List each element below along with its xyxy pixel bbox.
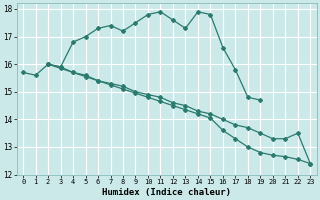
X-axis label: Humidex (Indice chaleur): Humidex (Indice chaleur) [102, 188, 231, 197]
